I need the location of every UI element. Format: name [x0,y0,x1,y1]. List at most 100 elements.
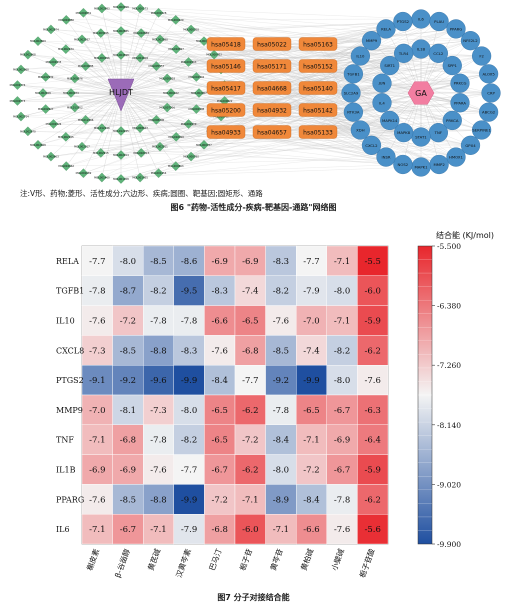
svg-text:hsa05022: hsa05022 [257,41,287,48]
heatmap-cell-value: -7.4 [303,346,319,356]
svg-text:MOL002869: MOL002869 [30,39,46,43]
svg-text:hsa04933: hsa04933 [211,129,241,136]
heatmap-cell-value: -8.0 [120,257,136,267]
compound-node: MOL002883 [94,3,110,14]
svg-text:MOL007206: MOL007206 [159,106,175,110]
svg-text:MOL000076: MOL000076 [67,76,83,80]
heatmap-cell-value: -7.6 [89,495,105,505]
heatmap-cell-value: -7.2 [242,436,258,446]
heatmap-cell-value: -9.1 [89,376,105,386]
heatmap-cell-value: -7.1 [150,525,166,535]
heatmap-cell-value: -7.9 [303,287,319,297]
target-node: HMOX1 [446,147,466,167]
compound-node: MOL002868 [20,49,36,60]
heatmap-row-label: TNF [56,436,74,445]
svg-text:MOL002662: MOL002662 [58,164,74,168]
heatmap-cell [265,484,297,515]
docking-heatmap: -7.7 -8.0 -8.5 -8.6 -6.9 -6.9 -8.3 -7.7 -7.1 -5.5… [56,230,494,579]
heatmap-cell [142,364,174,396]
svg-text:GPX4: GPX4 [465,143,476,148]
heatmap-cell-value: -5.9 [365,317,381,327]
legend-tick-label: -9.020 [437,480,461,489]
compound-node: MOL000863 [168,161,184,171]
svg-text:hsa04668: hsa04668 [257,85,287,92]
heatmap-column-label: 黄柏碱 [298,547,315,572]
heatmap-cell [112,394,144,425]
heatmap-cell [265,514,297,545]
svg-text:MOL002903: MOL002903 [181,60,197,64]
heatmap-cell-value: -9.9 [181,376,197,386]
heatmap-cell [112,364,144,396]
svg-text:MOL002668: MOL002668 [30,143,46,147]
svg-text:MOL000863: MOL000863 [168,164,184,168]
target-node: SIRT1 [380,55,400,76]
target-node: MAPK8 [394,123,414,143]
heatmap-column-label: 黄芪碱 [145,547,162,572]
compound-node: MOL012245 [113,126,129,136]
heatmap-cell [234,484,266,515]
svg-text:IL10: IL10 [356,54,365,59]
svg-text:MOL005828: MOL005828 [159,76,175,80]
svg-text:MOL012246: MOL012246 [94,126,110,130]
target-node: SERPINE1 [472,120,491,140]
target-node: NOS2 [393,154,413,175]
heatmap-cell-value: -8.2 [150,287,166,297]
heatmap-cell-value: -6.5 [242,317,258,327]
svg-text:MOL000787: MOL000787 [196,143,212,147]
compound-node: MOL002926 [46,119,62,129]
compound-node: MOL002897 [168,44,184,54]
svg-text:MOL005557: MOL005557 [149,64,165,68]
compound-node: MOL006422 [163,88,179,98]
compound-node: MOL002663 [43,151,59,162]
svg-text:XDH: XDH [356,128,365,133]
heatmap-cell-value: -7.6 [150,466,166,476]
heatmap-cell-value: -8.2 [334,346,350,356]
svg-text:PPARA: PPARA [454,100,466,105]
svg-text:MOL000358: MOL000358 [183,27,199,31]
heatmap-cell-value: -7.8 [150,317,166,327]
target-node: SLC2A9 [341,83,361,103]
heatmap-cell [234,305,266,336]
compound-node: MOL002911 [152,141,168,152]
heatmap-cell [142,484,174,515]
heatmap-cell-value: -6.5 [303,406,319,416]
pathway-node: hsa04932 [252,103,292,117]
heatmap-column-label: 栀子苷酸 [357,547,377,579]
svg-text:MOL012266: MOL012266 [78,118,94,122]
heatmap-cell [357,484,389,515]
figure-note: 注:V形、药物;菱形、活性成分;六边形、疾病;圆圈、靶基因;圆矩形、通路 [20,189,263,198]
svg-text:MOL000422: MOL000422 [206,53,222,57]
target-node: MAPK14 [380,110,400,131]
svg-text:MOL002670: MOL002670 [20,129,36,133]
compound-node: MOL002933 [46,57,62,67]
svg-text:hsa05171: hsa05171 [257,63,287,70]
target-node: IL10 [350,46,370,66]
svg-text:MOL002897: MOL002897 [168,47,184,51]
svg-text:PRKCG: PRKCG [454,81,467,86]
target-node: TNF [428,123,448,143]
heatmap-column-label: 小檗碱 [329,547,346,572]
svg-text:HLJDT: HLJDT [109,88,133,97]
legend-title: 结合能 (KJ/mol) [436,230,494,240]
target-node: PRKCG [450,73,470,93]
heatmap-cell-value: -6.7 [120,525,136,535]
svg-text:MOL002910: MOL002910 [168,135,184,139]
target-node: GPX4 [460,135,481,155]
heatmap-cell [357,245,389,276]
target-node: CCL2 [428,43,448,63]
heatmap-cell-value: -7.0 [89,406,105,416]
target-node: CXCL2 [361,135,382,155]
svg-text:MOL002890: MOL002890 [152,37,168,41]
svg-text:INSR: INSR [381,155,390,160]
heatmap-cell [234,335,266,366]
svg-text:MOL002925: MOL002925 [58,135,74,139]
heatmap-cell [142,424,174,455]
svg-text:MMP9: MMP9 [366,38,378,43]
svg-text:MOL004598: MOL004598 [113,53,129,57]
svg-text:SLC2A9: SLC2A9 [344,91,359,96]
svg-text:MOL002917: MOL002917 [74,145,90,149]
heatmap-cell-value: -6.5 [212,436,228,446]
heatmap-cell [357,305,389,336]
heatmap-row-label: IL1B [56,466,76,475]
